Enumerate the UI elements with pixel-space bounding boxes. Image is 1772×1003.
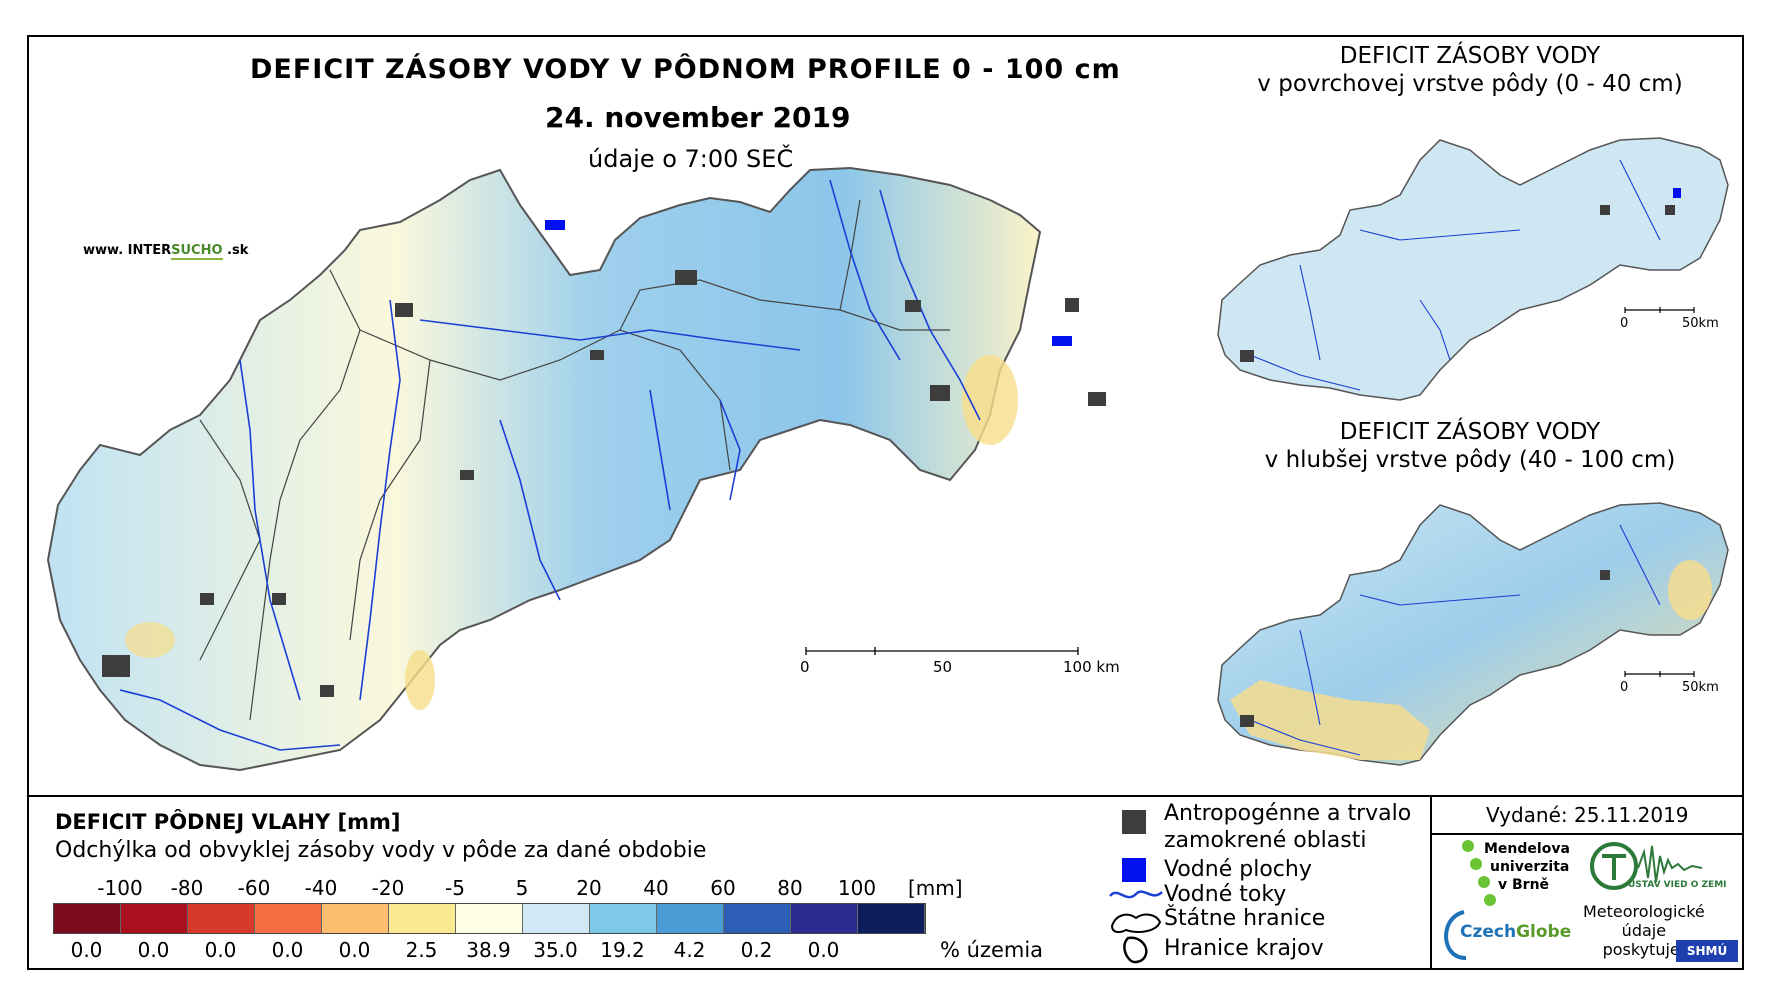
inset-surface-scale <box>1625 307 1694 313</box>
legend-subtitle: Odchýlka od obvyklej zásoby vody v pôde … <box>55 838 706 863</box>
legend-color-swatch <box>657 904 724 933</box>
legend-color-swatch <box>389 904 456 933</box>
legend-tick-label: -60 <box>238 876 271 900</box>
inset-deep-scale-zero: 0 <box>1620 680 1628 695</box>
mendel-logo-text: Mendelova univerzita v Brně <box>1484 840 1570 894</box>
legend-percentage: 0.0 <box>339 938 371 962</box>
legend-color-swatch <box>523 904 590 933</box>
legend-tick-label: 5 <box>516 876 529 900</box>
legend-percentage: 2.5 <box>406 938 438 962</box>
map-date: 24. november 2019 <box>545 101 850 134</box>
state-border-symbol <box>1108 908 1164 936</box>
region-border-symbol <box>1120 934 1152 966</box>
legend-color-swatch <box>791 904 858 933</box>
urban-label: Antropogénne a trvalo zamokrené oblasti <box>1164 800 1411 854</box>
legend-color-swatch <box>590 904 657 933</box>
legend-tick-label: 60 <box>710 876 735 900</box>
ustav-logo-text: ÚSTAV VIED O ZEMI <box>1628 880 1727 890</box>
legend-percentage: 0.0 <box>272 938 304 962</box>
scale-mid: 50 <box>933 658 952 676</box>
main-map-dry-area <box>405 650 435 710</box>
legend-pct-unit: % územia <box>940 938 1043 962</box>
legend-percentage: 38.9 <box>466 938 511 962</box>
state-border-label: Štátne hranice <box>1164 905 1325 932</box>
legend-percentage: 0.0 <box>808 938 840 962</box>
inset-surface-scale-zero: 0 <box>1620 316 1628 331</box>
legend-tick-label: -40 <box>305 876 338 900</box>
legend-color-swatch <box>255 904 322 933</box>
shmu-logo: SHMÚ <box>1676 940 1738 962</box>
scale-end: 100 km <box>1063 658 1120 676</box>
legend-tick-label: -80 <box>171 876 204 900</box>
inset-deep-dry-area <box>1668 560 1712 620</box>
inset-deep-scale <box>1625 671 1694 677</box>
legend-tick-label: 100 <box>838 876 876 900</box>
legend-color-swatch <box>724 904 791 933</box>
issued-date: Vydané: 25.11.2019 <box>1486 803 1689 827</box>
legend-unit: [mm] <box>908 876 963 900</box>
legend-color-bar <box>53 903 926 934</box>
legend-percentage: 0.0 <box>205 938 237 962</box>
legend-color-swatch <box>121 904 188 933</box>
water-body-symbol <box>1122 858 1146 882</box>
legend-color-swatch <box>322 904 389 933</box>
map-title: DEFICIT ZÁSOBY VODY V PÔDNOM PROFILE 0 -… <box>250 54 1121 85</box>
legend-tick-label: -5 <box>445 876 465 900</box>
inset-deep-title: DEFICIT ZÁSOBY VODY v hlubšej vrstve pôd… <box>1240 418 1700 474</box>
region-border-label: Hranice krajov <box>1164 935 1324 962</box>
website-link[interactable]: www. INTERSUCHO .sk <box>83 243 248 258</box>
legend-tick-label: 20 <box>576 876 601 900</box>
legend-percentages: 0.0 0.0 0.0 0.0 0.0 2.5 38.9 35.0 19.2 4.2 0.2 0.0 <box>50 938 1050 962</box>
inset-surface-title: DEFICIT ZÁSOBY VODY v povrchovej vrstve … <box>1240 42 1700 98</box>
legend-tick-label: 80 <box>777 876 802 900</box>
main-scale-bar <box>806 647 1078 655</box>
main-map-dry-area <box>125 622 175 658</box>
legend-color-swatch <box>858 904 925 933</box>
urban-symbol <box>1122 810 1146 834</box>
legend-percentage: 0.2 <box>741 938 773 962</box>
legend-color-swatch <box>188 904 255 933</box>
czechglobe-logo-text: CzechGlobe <box>1460 922 1571 942</box>
legend-tick-label: 40 <box>643 876 668 900</box>
scale-zero: 0 <box>800 658 810 676</box>
water-body-label: Vodné plochy <box>1164 856 1312 883</box>
legend-tick-label: -100 <box>97 876 142 900</box>
legend-title: DEFICIT PÔDNEJ VLAHY [mm] <box>55 810 400 834</box>
legend-ticks: -100 -80 -60 -40 -20 -5 5 20 40 60 80 100 <box>50 876 950 902</box>
legend-percentage: 35.0 <box>533 938 578 962</box>
legend-color-swatch <box>54 904 121 933</box>
inset-surface-water <box>1673 188 1681 198</box>
map-time-note: údaje o 7:00 SEČ <box>588 145 793 173</box>
river-label: Vodné toky <box>1164 881 1286 908</box>
inset-surface-scale-end: 50km <box>1682 316 1719 331</box>
legend-percentage: 0.0 <box>71 938 103 962</box>
legend-color-swatch <box>456 904 523 933</box>
legend-tick-label: -20 <box>372 876 405 900</box>
legend-percentage: 4.2 <box>674 938 706 962</box>
legend-percentage: 0.0 <box>138 938 170 962</box>
inset-deep-scale-end: 50km <box>1682 680 1719 695</box>
legend-percentage: 19.2 <box>600 938 645 962</box>
river-symbol <box>1108 884 1164 904</box>
inset-surface-map <box>1218 138 1728 400</box>
